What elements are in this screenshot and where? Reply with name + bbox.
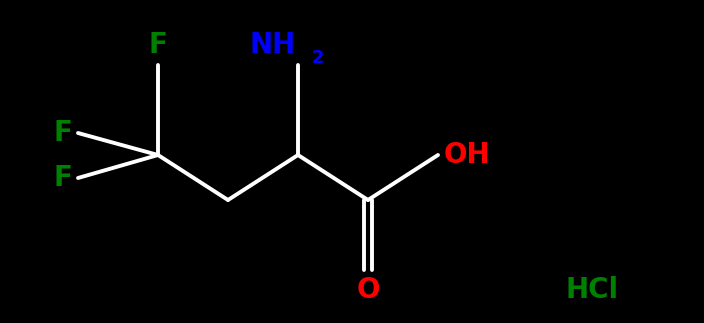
Text: 2: 2 [312, 49, 325, 67]
Text: NH: NH [250, 31, 296, 59]
Text: F: F [53, 119, 72, 147]
Text: OH: OH [444, 141, 491, 169]
Text: F: F [149, 31, 168, 59]
Text: F: F [53, 164, 72, 192]
Text: HCl: HCl [565, 276, 618, 304]
Text: O: O [356, 276, 379, 304]
